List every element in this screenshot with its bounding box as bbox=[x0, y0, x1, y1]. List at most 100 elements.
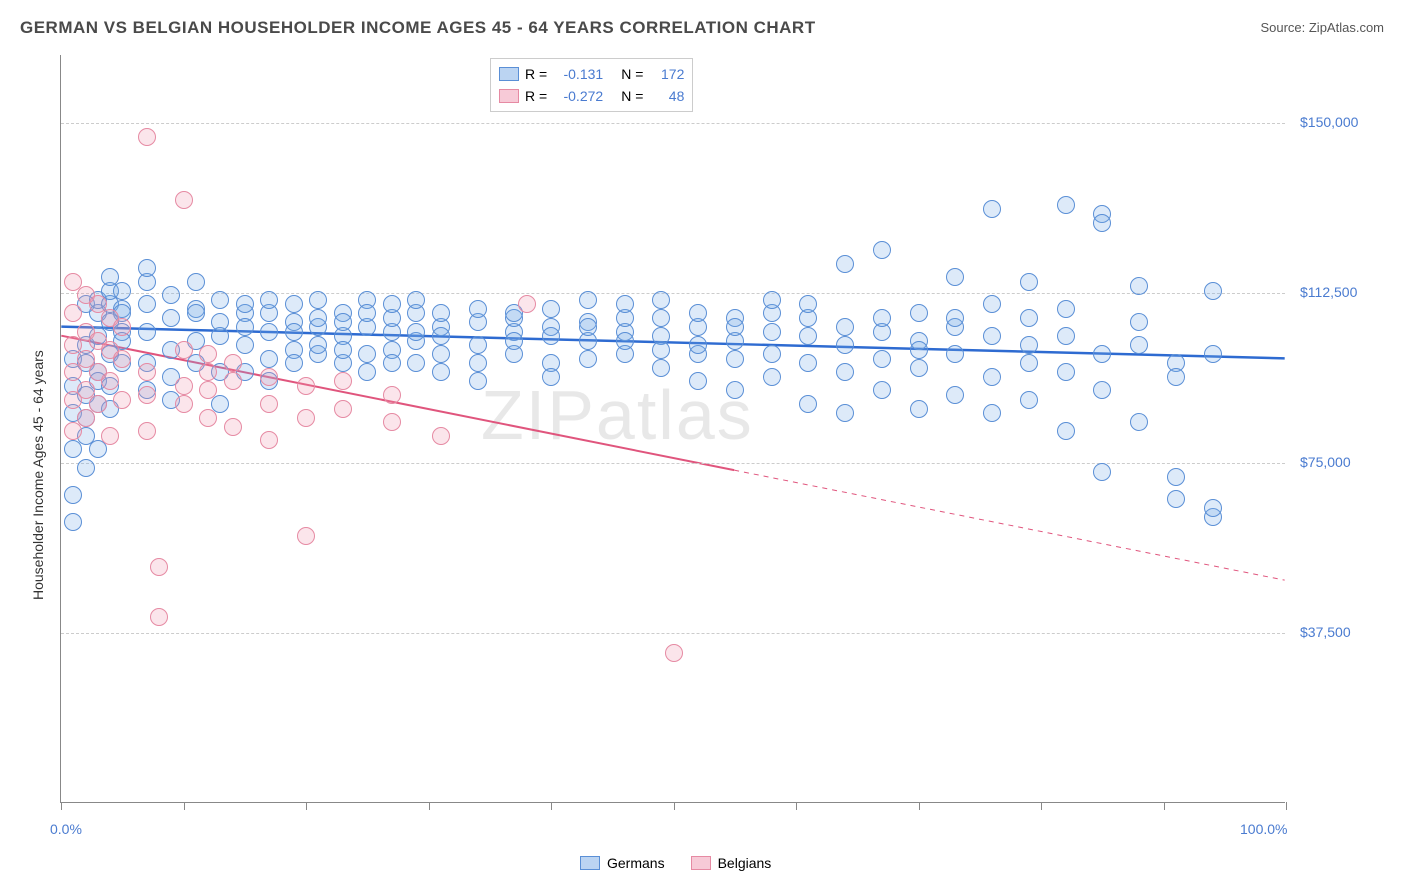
data-point bbox=[64, 513, 82, 531]
data-point bbox=[542, 327, 560, 345]
data-point bbox=[469, 300, 487, 318]
data-point bbox=[836, 363, 854, 381]
y-tick-label: $75,000 bbox=[1300, 454, 1351, 470]
data-point bbox=[199, 345, 217, 363]
data-point bbox=[175, 341, 193, 359]
data-point bbox=[910, 359, 928, 377]
data-point bbox=[1130, 336, 1148, 354]
data-point bbox=[309, 309, 327, 327]
data-point bbox=[1130, 277, 1148, 295]
x-tick bbox=[1041, 802, 1042, 810]
legend-swatch bbox=[580, 856, 600, 870]
data-point bbox=[199, 409, 217, 427]
data-point bbox=[579, 291, 597, 309]
data-point bbox=[224, 418, 242, 436]
x-tick bbox=[551, 802, 552, 810]
data-point bbox=[138, 295, 156, 313]
data-point bbox=[652, 359, 670, 377]
data-point bbox=[1057, 422, 1075, 440]
data-point bbox=[579, 318, 597, 336]
data-point bbox=[138, 128, 156, 146]
data-point bbox=[297, 377, 315, 395]
legend-row: R =-0.131N =172 bbox=[499, 63, 684, 85]
data-point bbox=[873, 309, 891, 327]
data-point bbox=[285, 354, 303, 372]
data-point bbox=[542, 368, 560, 386]
data-point bbox=[77, 459, 95, 477]
data-point bbox=[799, 327, 817, 345]
data-point bbox=[1167, 368, 1185, 386]
data-point bbox=[334, 341, 352, 359]
x-tick bbox=[429, 802, 430, 810]
legend-n-label: N = bbox=[621, 88, 643, 104]
gridline bbox=[61, 633, 1285, 634]
data-point bbox=[763, 368, 781, 386]
data-point bbox=[334, 400, 352, 418]
data-point bbox=[187, 304, 205, 322]
data-point bbox=[1093, 463, 1111, 481]
data-point bbox=[138, 363, 156, 381]
data-point bbox=[616, 332, 634, 350]
data-point bbox=[285, 323, 303, 341]
data-point bbox=[334, 372, 352, 390]
data-point bbox=[652, 341, 670, 359]
data-point bbox=[689, 372, 707, 390]
data-point bbox=[224, 372, 242, 390]
data-point bbox=[579, 350, 597, 368]
data-point bbox=[64, 304, 82, 322]
data-point bbox=[505, 332, 523, 350]
data-point bbox=[101, 372, 119, 390]
data-point bbox=[101, 427, 119, 445]
x-tick bbox=[184, 802, 185, 810]
data-point bbox=[138, 259, 156, 277]
data-point bbox=[1020, 309, 1038, 327]
data-point bbox=[432, 345, 450, 363]
data-point bbox=[113, 318, 131, 336]
data-point bbox=[1020, 354, 1038, 372]
data-point bbox=[260, 323, 278, 341]
data-point bbox=[187, 273, 205, 291]
data-point bbox=[1204, 499, 1222, 517]
data-point bbox=[211, 291, 229, 309]
data-point bbox=[260, 431, 278, 449]
legend-swatch bbox=[499, 89, 519, 103]
data-point bbox=[910, 400, 928, 418]
data-point bbox=[407, 291, 425, 309]
data-point bbox=[763, 291, 781, 309]
data-point bbox=[542, 300, 560, 318]
data-point bbox=[1130, 413, 1148, 431]
data-point bbox=[469, 372, 487, 390]
legend-n-value: 48 bbox=[649, 88, 684, 104]
data-point bbox=[138, 422, 156, 440]
data-point bbox=[726, 318, 744, 336]
legend-row: R =-0.272N =48 bbox=[499, 85, 684, 107]
watermark: ZIPatlas bbox=[481, 375, 754, 455]
data-point bbox=[358, 345, 376, 363]
data-point bbox=[260, 291, 278, 309]
data-point bbox=[836, 318, 854, 336]
source-label: Source: ZipAtlas.com bbox=[1260, 20, 1384, 35]
data-point bbox=[763, 345, 781, 363]
data-point bbox=[1057, 300, 1075, 318]
data-point bbox=[726, 350, 744, 368]
legend-label: Belgians bbox=[718, 855, 772, 871]
x-tick bbox=[1286, 802, 1287, 810]
chart-title: GERMAN VS BELGIAN HOUSEHOLDER INCOME AGE… bbox=[20, 18, 816, 38]
data-point bbox=[1057, 196, 1075, 214]
data-point bbox=[162, 309, 180, 327]
data-point bbox=[1057, 363, 1075, 381]
data-point bbox=[1020, 273, 1038, 291]
data-point bbox=[983, 200, 1001, 218]
data-point bbox=[432, 304, 450, 322]
data-point bbox=[383, 413, 401, 431]
data-point bbox=[175, 395, 193, 413]
data-point bbox=[260, 395, 278, 413]
data-point bbox=[799, 354, 817, 372]
legend-label: Germans bbox=[607, 855, 665, 871]
data-point bbox=[873, 350, 891, 368]
data-point bbox=[983, 368, 1001, 386]
x-tick bbox=[61, 802, 62, 810]
data-point bbox=[383, 386, 401, 404]
data-point bbox=[946, 345, 964, 363]
correlation-legend: R =-0.131N =172R =-0.272N =48 bbox=[490, 58, 693, 112]
